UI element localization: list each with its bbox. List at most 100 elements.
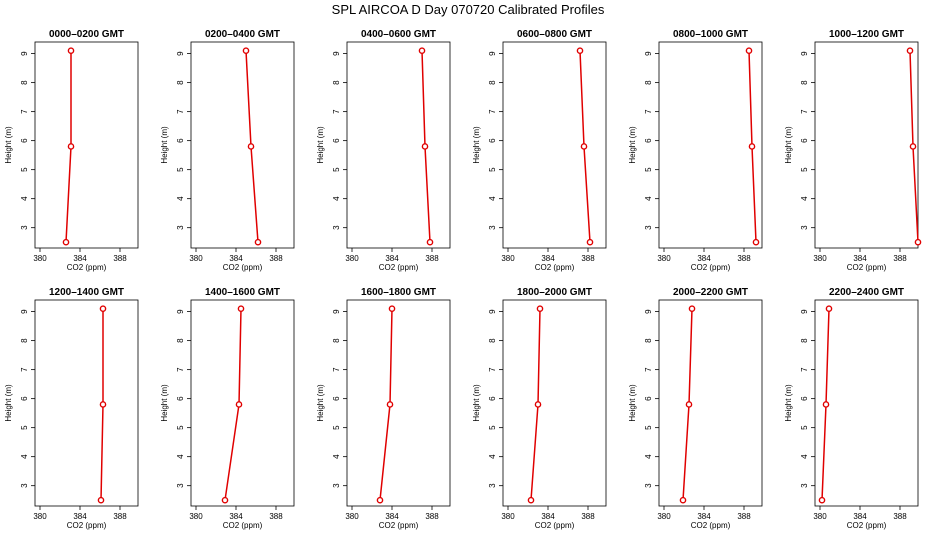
y-tick-label: 3 xyxy=(176,483,185,488)
y-tick-label: 6 xyxy=(20,138,29,143)
y-tick-label: 3 xyxy=(332,225,341,230)
y-tick-label: 4 xyxy=(332,196,341,201)
y-tick-label: 6 xyxy=(332,138,341,143)
data-point xyxy=(818,496,826,504)
data-point xyxy=(247,143,255,150)
y-axis-label: Height (m) xyxy=(160,384,169,422)
y-tick-label: 7 xyxy=(332,367,341,372)
y-axis-label: Height (m) xyxy=(628,126,637,164)
y-tick-label: 9 xyxy=(800,51,809,56)
x-tick-label: 388 xyxy=(893,512,907,521)
y-tick-label: 7 xyxy=(20,109,29,114)
y-tick-label: 6 xyxy=(488,138,497,143)
data-point xyxy=(62,238,70,246)
y-tick-label: 4 xyxy=(176,196,185,201)
x-tick-label: 384 xyxy=(853,512,867,521)
profile-panel: 0800–1000 GMT 380 384 388 CO2 (ppm) 3 4 5 6 7 8 9 He… xyxy=(628,29,763,272)
data-point xyxy=(752,238,760,246)
data-point xyxy=(221,496,229,504)
y-tick-label: 5 xyxy=(332,167,341,172)
y-axis-label: Height (m) xyxy=(784,384,793,422)
data-point xyxy=(748,143,756,150)
y-tick-label: 3 xyxy=(800,225,809,230)
x-tick-label: 384 xyxy=(853,254,867,263)
y-tick-label: 9 xyxy=(488,309,497,314)
y-tick-label: 3 xyxy=(20,225,29,230)
y-tick-label: 6 xyxy=(176,396,185,401)
x-axis-label: CO2 (ppm) xyxy=(535,521,575,530)
x-axis-label: CO2 (ppm) xyxy=(691,521,731,530)
y-tick-label: 4 xyxy=(644,454,653,459)
x-axis-label: CO2 (ppm) xyxy=(67,521,107,530)
x-tick-label: 380 xyxy=(189,254,203,263)
x-tick-label: 384 xyxy=(229,512,243,521)
panel-title: 0800–1000 GMT xyxy=(673,29,748,40)
plot-frame xyxy=(190,299,295,507)
y-tick-label: 6 xyxy=(176,138,185,143)
x-axis-label: CO2 (ppm) xyxy=(223,521,263,530)
data-point xyxy=(99,401,107,408)
x-tick-label: 380 xyxy=(501,512,515,521)
x-tick-label: 388 xyxy=(113,254,127,263)
x-tick-label: 380 xyxy=(813,254,827,263)
y-tick-label: 4 xyxy=(800,454,809,459)
y-tick-label: 8 xyxy=(176,80,185,85)
data-point xyxy=(235,401,243,408)
x-tick-label: 380 xyxy=(657,254,671,263)
profile-panel: 1800–2000 GMT 380 384 388 CO2 (ppm) 3 4 5 6 7 8 9 He… xyxy=(472,287,607,530)
data-point xyxy=(534,401,542,408)
data-point xyxy=(418,47,426,55)
data-point xyxy=(67,47,75,55)
x-tick-label: 384 xyxy=(73,512,87,521)
y-tick-label: 3 xyxy=(176,225,185,230)
y-tick-label: 6 xyxy=(20,396,29,401)
data-point xyxy=(99,305,107,313)
y-tick-label: 9 xyxy=(644,309,653,314)
x-tick-label: 384 xyxy=(541,512,555,521)
x-tick-label: 384 xyxy=(385,254,399,263)
data-point xyxy=(909,143,917,150)
data-point xyxy=(426,238,434,246)
x-axis-label: CO2 (ppm) xyxy=(691,263,731,272)
y-tick-label: 6 xyxy=(800,396,809,401)
panel-title: 0400–0600 GMT xyxy=(361,29,436,40)
y-tick-label: 8 xyxy=(644,80,653,85)
x-tick-label: 384 xyxy=(541,254,555,263)
panel-title: 1800–2000 GMT xyxy=(517,287,592,298)
plot-frame xyxy=(34,299,139,507)
y-axis-label: Height (m) xyxy=(4,384,13,422)
profile-panel: 0600–0800 GMT 380 384 388 CO2 (ppm) 3 4 5 6 7 8 9 He… xyxy=(472,29,607,272)
y-tick-label: 4 xyxy=(176,454,185,459)
x-tick-label: 388 xyxy=(425,512,439,521)
x-tick-label: 384 xyxy=(229,254,243,263)
profile-panel: 2000–2200 GMT 380 384 388 CO2 (ppm) 3 4 5 6 7 8 9 He… xyxy=(628,287,763,530)
x-tick-label: 384 xyxy=(385,512,399,521)
x-tick-label: 384 xyxy=(697,254,711,263)
plot-frame xyxy=(190,41,295,249)
y-tick-label: 8 xyxy=(20,338,29,343)
plot-frame xyxy=(502,41,607,249)
y-tick-label: 7 xyxy=(800,109,809,114)
panel-title: 2200–2400 GMT xyxy=(829,287,904,298)
y-tick-label: 8 xyxy=(20,80,29,85)
x-tick-label: 384 xyxy=(697,512,711,521)
y-tick-label: 3 xyxy=(800,483,809,488)
y-tick-label: 4 xyxy=(488,454,497,459)
y-tick-label: 7 xyxy=(20,367,29,372)
x-axis-label: CO2 (ppm) xyxy=(535,263,575,272)
profile-panel: 2200–2400 GMT 380 384 388 CO2 (ppm) 3 4 5 6 7 8 9 He… xyxy=(784,287,919,530)
y-tick-label: 9 xyxy=(20,51,29,56)
y-tick-label: 5 xyxy=(488,425,497,430)
y-axis-label: Height (m) xyxy=(472,384,481,422)
data-point xyxy=(685,401,693,408)
y-tick-label: 8 xyxy=(644,338,653,343)
panel-title: 1200–1400 GMT xyxy=(49,287,124,298)
y-tick-label: 5 xyxy=(20,167,29,172)
data-point xyxy=(679,496,687,504)
y-tick-label: 9 xyxy=(20,309,29,314)
y-tick-label: 7 xyxy=(800,367,809,372)
x-tick-label: 388 xyxy=(581,254,595,263)
data-point xyxy=(688,305,696,313)
x-axis-label: CO2 (ppm) xyxy=(379,521,419,530)
x-tick-label: 380 xyxy=(345,254,359,263)
